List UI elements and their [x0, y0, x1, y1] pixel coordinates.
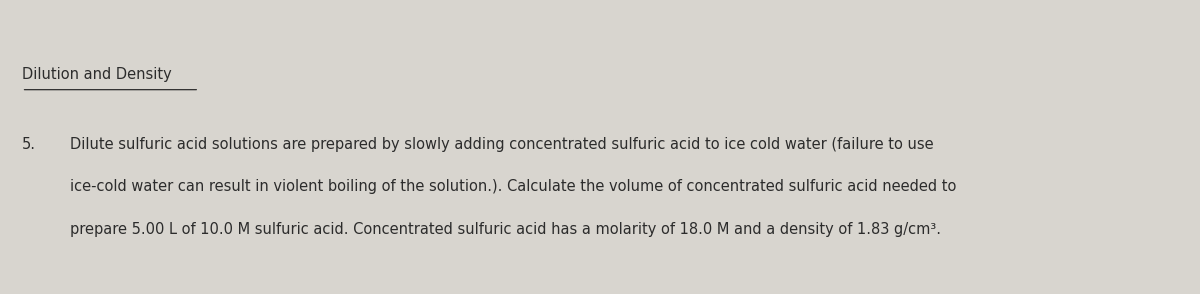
Text: 5.: 5. [22, 137, 36, 152]
Text: ice-cold water can result in violent boiling of the solution.). Calculate the vo: ice-cold water can result in violent boi… [70, 179, 956, 194]
Text: prepare 5.00 L of 10.0 M sulfuric acid. Concentrated sulfuric acid has a molarit: prepare 5.00 L of 10.0 M sulfuric acid. … [70, 222, 941, 237]
Text: Dilute sulfuric acid solutions are prepared by slowly adding concentrated sulfur: Dilute sulfuric acid solutions are prepa… [70, 137, 934, 152]
Text: Dilution and Density: Dilution and Density [22, 67, 172, 82]
